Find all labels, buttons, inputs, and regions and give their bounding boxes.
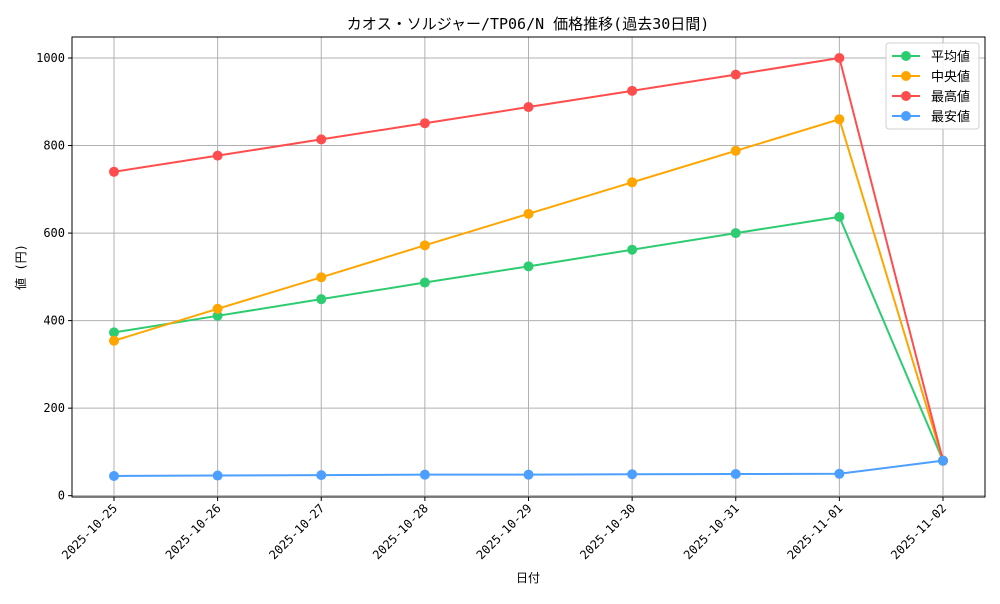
legend-label: 最高値 [931, 89, 970, 105]
data-point [627, 469, 638, 480]
data-point [730, 228, 741, 239]
data-point [730, 469, 741, 480]
y-tick-label: 0 [58, 489, 65, 503]
data-point [212, 303, 223, 314]
x-tick-label: 2025-10-28 [370, 501, 431, 562]
data-point [627, 85, 638, 96]
series-3 [109, 455, 948, 481]
data-point [109, 166, 119, 177]
x-axis-label: 日付 [516, 571, 540, 585]
data-point [109, 335, 119, 346]
data-point [316, 134, 327, 145]
data-point [834, 211, 845, 222]
chart-title: カオス・ソルジャー/TP06/N 価格推移(過去30日間) [347, 15, 710, 33]
legend-label: 平均値 [931, 49, 970, 65]
x-tick-label: 2025-10-26 [163, 501, 224, 562]
data-point [109, 327, 119, 338]
x-tick-label: 2025-11-02 [888, 501, 949, 562]
x-tick-label: 2025-10-30 [577, 501, 638, 562]
data-point [523, 208, 534, 219]
y-tick-label: 800 [43, 139, 65, 153]
legend-marker [901, 51, 911, 61]
data-point [419, 240, 430, 251]
y-tick-label: 400 [43, 314, 65, 328]
data-point [419, 118, 430, 129]
x-tick-label: 2025-10-31 [681, 501, 742, 562]
data-point [523, 469, 534, 480]
y-tick-label: 1000 [36, 51, 65, 65]
series-2 [109, 53, 948, 466]
y-tick-label: 200 [43, 401, 65, 415]
legend-box [885, 42, 980, 130]
legend-label: 最安値 [931, 109, 970, 125]
data-point [627, 177, 638, 188]
data-point [419, 469, 430, 480]
data-point [212, 150, 223, 161]
data-point [316, 470, 327, 481]
legend-marker [901, 111, 911, 121]
data-point [938, 455, 948, 466]
legend-label: 中央値 [931, 69, 970, 85]
data-point [834, 53, 845, 64]
data-point [730, 145, 741, 156]
legend-marker [901, 91, 911, 101]
data-point [316, 272, 327, 283]
data-point [212, 310, 223, 321]
data-point [523, 261, 534, 272]
x-tick-label: 2025-10-27 [266, 501, 327, 562]
y-tick-label: 600 [43, 226, 65, 240]
data-point [316, 294, 327, 305]
data-point [730, 69, 741, 80]
data-point [834, 468, 845, 479]
data-point [109, 470, 119, 481]
x-tick-label: 2025-10-29 [474, 501, 535, 562]
x-tick-label: 2025-10-25 [59, 501, 120, 562]
data-point [627, 244, 638, 255]
legend-marker [901, 71, 911, 81]
data-point [419, 277, 430, 288]
data-point [834, 114, 845, 125]
data-point [523, 102, 534, 113]
y-axis-label: 値 (円) [13, 244, 28, 290]
x-tick-label: 2025-11-01 [785, 501, 846, 562]
data-point [212, 470, 223, 481]
